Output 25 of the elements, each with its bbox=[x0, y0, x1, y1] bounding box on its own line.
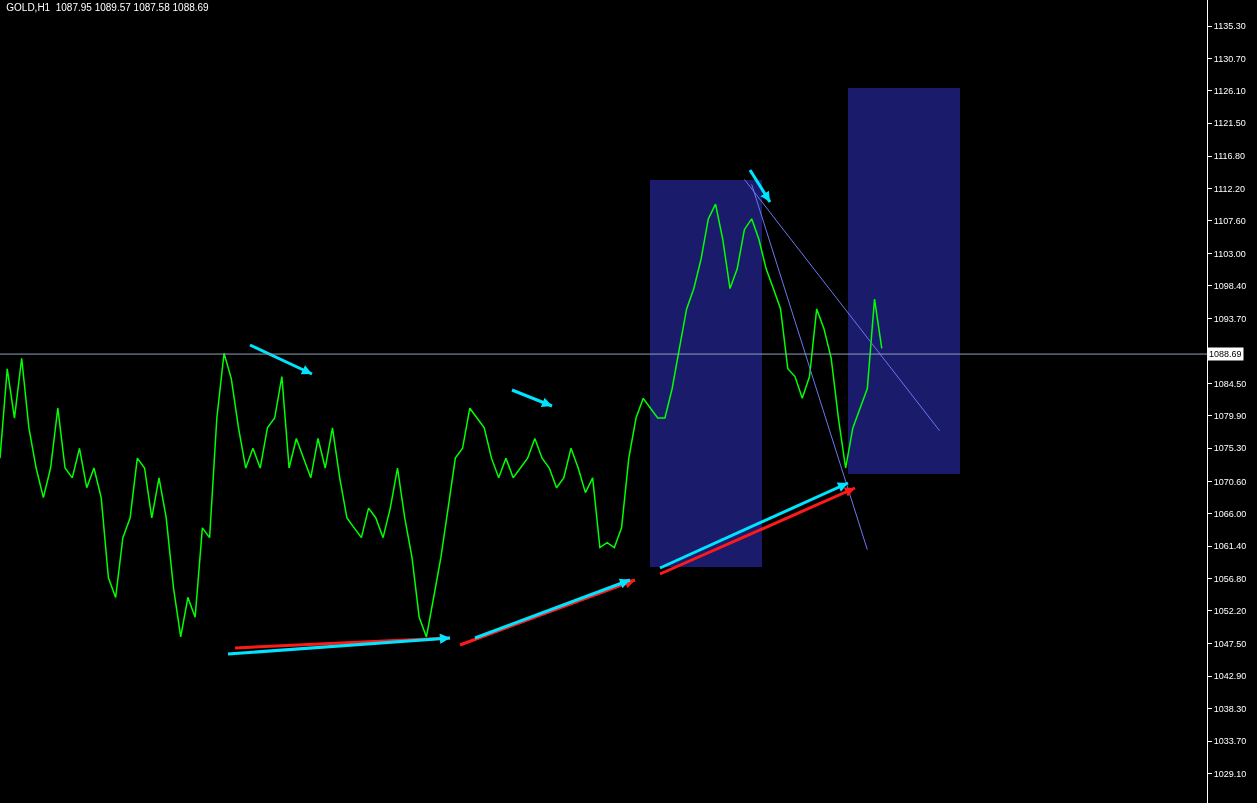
y-tick-label: 1066.00 bbox=[1213, 508, 1247, 519]
y-tick-label: 1121.50 bbox=[1213, 118, 1246, 129]
y-tick-label: 1135.30 bbox=[1213, 21, 1246, 32]
chart-title: GOLD,H1 1087.95 1089.57 1087.58 1088.69 bbox=[6, 2, 210, 14]
y-tick-label: 1084.50 bbox=[1213, 378, 1247, 389]
y-tick-label: 1056.80 bbox=[1213, 573, 1247, 584]
y-tick-label: 1098.40 bbox=[1213, 280, 1247, 291]
y-tick-label: 1112.20 bbox=[1213, 183, 1245, 194]
y-tick-label: 1107.60 bbox=[1213, 216, 1246, 227]
y-tick-label: 1126.10 bbox=[1213, 85, 1246, 96]
y-tick-label: 1130.70 bbox=[1213, 53, 1246, 64]
y-tick-label: 1033.70 bbox=[1213, 736, 1247, 747]
ref-line-label: 1088.69 bbox=[1209, 349, 1242, 359]
y-tick-label: 1042.90 bbox=[1213, 671, 1247, 682]
y-tick-label: 1061.40 bbox=[1213, 541, 1247, 552]
y-tick-label: 1047.50 bbox=[1213, 639, 1247, 650]
y-tick-label: 1103.00 bbox=[1213, 248, 1246, 259]
y-tick-label: 1079.90 bbox=[1213, 411, 1247, 422]
y-tick-label: 1070.60 bbox=[1213, 476, 1247, 487]
y-tick-label: 1038.30 bbox=[1213, 703, 1247, 714]
y-tick-label: 1075.30 bbox=[1213, 443, 1247, 454]
y-tick-label: 1029.10 bbox=[1213, 768, 1247, 779]
y-tick-label: 1116.80 bbox=[1213, 151, 1245, 162]
y-tick-label: 1052.20 bbox=[1213, 606, 1247, 617]
y-tick-label: 1093.70 bbox=[1213, 313, 1247, 324]
